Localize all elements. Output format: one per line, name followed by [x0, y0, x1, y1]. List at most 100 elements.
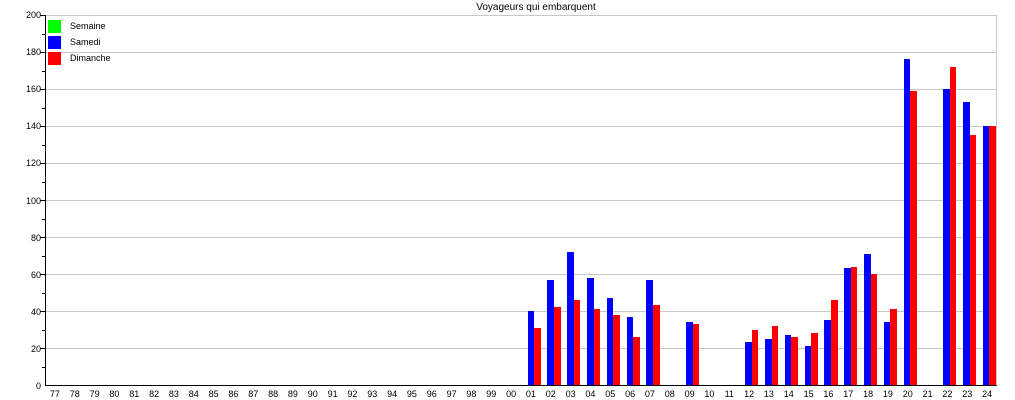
bar-dimanche-03 — [573, 299, 581, 385]
gridline-y-200 — [46, 15, 996, 16]
x-axis-label-95: 95 — [406, 389, 417, 399]
bar-samedi-13 — [765, 338, 772, 385]
bar-group-09 — [679, 15, 700, 385]
bar-samedi-12 — [745, 342, 752, 385]
legend: Semaine Samedi Dimanche — [48, 20, 111, 68]
x-axis-label-97: 97 — [446, 389, 457, 399]
y-tick-50 — [42, 292, 45, 294]
bar-dimanche-24 — [989, 126, 996, 385]
y-axis-label-120: 120 — [25, 158, 41, 169]
bar-group-99 — [481, 15, 501, 385]
bar-samedi-24 — [982, 126, 990, 385]
x-axis-label-84: 84 — [188, 389, 199, 399]
x-axis-label-20: 20 — [902, 389, 913, 399]
bar-group-10 — [699, 15, 719, 385]
legend-item-samedi: Samedi — [48, 36, 111, 49]
bar-samedi-16 — [824, 320, 832, 385]
bar-group-79 — [86, 15, 106, 385]
y-tick-170 — [42, 70, 45, 72]
legend-label-samedi: Samedi — [70, 37, 101, 47]
y-tick-150 — [42, 107, 45, 109]
x-axis-label-24: 24 — [982, 389, 993, 399]
y-tick-30 — [42, 329, 45, 331]
y-axis-label-160: 160 — [25, 84, 41, 95]
bar-group-19 — [877, 15, 898, 385]
x-axis-label-17: 17 — [843, 389, 854, 399]
bar-group-93 — [363, 15, 383, 385]
bar-group-05 — [600, 15, 620, 385]
bar-group-17 — [838, 15, 858, 385]
bar-group-81 — [125, 15, 145, 385]
y-tick-40 — [40, 311, 45, 312]
gridline-y-20 — [46, 348, 996, 349]
bar-dimanche-22 — [949, 66, 957, 385]
y-tick-90 — [42, 218, 45, 220]
x-axis-label-13: 13 — [763, 389, 774, 399]
y-axis-label-40: 40 — [30, 306, 41, 317]
bar-dimanche-12 — [751, 329, 759, 385]
y-tick-60 — [40, 274, 45, 275]
bar-group-01 — [521, 15, 541, 385]
x-axis-label-11: 11 — [724, 389, 734, 399]
bar-group-80 — [105, 15, 125, 385]
bar-group-91 — [323, 15, 343, 385]
bar-group-89 — [284, 15, 304, 385]
bar-group-94 — [382, 15, 402, 385]
legend-item-dimanche: Dimanche — [48, 52, 111, 65]
bar-group-11 — [719, 15, 739, 385]
bar-dimanche-23 — [969, 135, 977, 385]
y-tick-10 — [42, 366, 45, 368]
bar-group-03 — [561, 15, 581, 385]
x-axis-label-94: 94 — [387, 389, 398, 399]
x-axis-label-91: 91 — [327, 389, 338, 399]
bar-samedi-22 — [943, 89, 950, 385]
bar-group-87 — [244, 15, 264, 385]
x-axis-label-18: 18 — [863, 389, 874, 399]
x-axis-label-15: 15 — [803, 389, 814, 399]
bar-dimanche-17 — [850, 266, 858, 385]
bar-group-77 — [46, 15, 66, 385]
bar-dimanche-18 — [870, 274, 878, 385]
bar-group-98 — [462, 15, 482, 385]
gridline-y-60 — [46, 274, 996, 275]
bar-group-18 — [857, 15, 878, 385]
bar-group-02 — [541, 15, 561, 385]
bar-group-96 — [422, 15, 442, 385]
bar-dimanche-02 — [553, 307, 561, 385]
y-tick-20 — [40, 348, 45, 349]
bar-samedi-17 — [844, 268, 851, 385]
bar-group-15 — [798, 15, 818, 385]
x-axis-label-79: 79 — [89, 389, 100, 399]
gridline-y-140 — [46, 126, 996, 127]
bar-dimanche-01 — [534, 327, 541, 385]
x-axis-label-87: 87 — [248, 389, 259, 399]
bar-group-00 — [501, 15, 521, 385]
x-axis-label-90: 90 — [307, 389, 318, 399]
bar-group-07 — [640, 15, 660, 385]
bar-group-78 — [66, 15, 86, 385]
y-axis-label-200: 200 — [25, 10, 41, 20]
bar-dimanche-16 — [831, 299, 838, 385]
bar-dimanche-06 — [633, 336, 640, 385]
bar-samedi-19 — [883, 322, 891, 385]
y-axis-label-20: 20 — [30, 343, 41, 354]
gridline-y-100 — [46, 200, 996, 201]
x-axis-label-22: 22 — [942, 389, 953, 399]
bar-group-88 — [264, 15, 284, 385]
legend-swatch-samedi — [48, 36, 61, 49]
bar-group-13 — [759, 15, 779, 385]
y-axis-label-0: 0 — [35, 381, 41, 391]
y-tick-80 — [40, 237, 45, 238]
y-tick-120 — [40, 163, 45, 164]
bar-dimanche-14 — [791, 336, 799, 385]
bar-samedi-01 — [527, 311, 535, 385]
x-axis-label-09: 09 — [684, 389, 695, 399]
x-axis-label-01: 01 — [525, 389, 536, 399]
x-axis-label-16: 16 — [823, 389, 834, 399]
bar-group-24 — [976, 15, 996, 385]
legend-swatch-dimanche — [48, 52, 61, 65]
x-axis-label-83: 83 — [168, 389, 179, 399]
x-axis-label-93: 93 — [367, 389, 378, 399]
x-axis-label-88: 88 — [268, 389, 279, 399]
bar-samedi-06 — [626, 316, 634, 385]
